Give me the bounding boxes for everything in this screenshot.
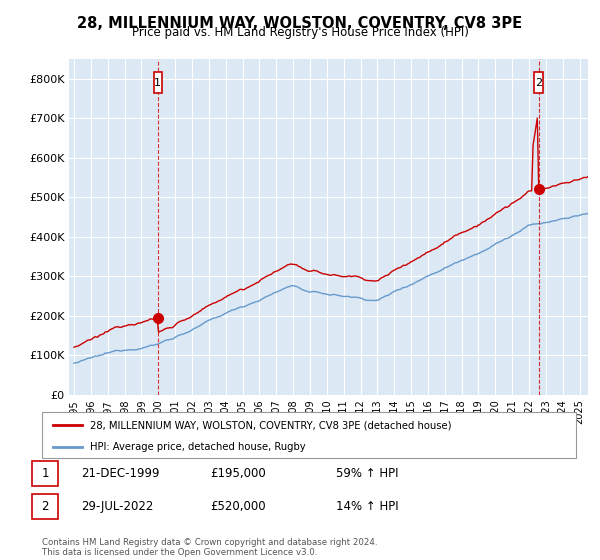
Text: 21-DEC-1999: 21-DEC-1999 <box>81 466 160 480</box>
Text: 28, MILLENNIUM WAY, WOLSTON, COVENTRY, CV8 3PE: 28, MILLENNIUM WAY, WOLSTON, COVENTRY, C… <box>77 16 523 31</box>
Text: 1: 1 <box>154 77 161 87</box>
FancyBboxPatch shape <box>154 72 162 94</box>
FancyBboxPatch shape <box>535 72 543 94</box>
Text: 14% ↑ HPI: 14% ↑ HPI <box>336 500 398 514</box>
Text: 28, MILLENNIUM WAY, WOLSTON, COVENTRY, CV8 3PE (detached house): 28, MILLENNIUM WAY, WOLSTON, COVENTRY, C… <box>90 420 452 430</box>
Text: 29-JUL-2022: 29-JUL-2022 <box>81 500 154 514</box>
Text: 2: 2 <box>41 500 49 514</box>
Text: HPI: Average price, detached house, Rugby: HPI: Average price, detached house, Rugb… <box>90 442 305 451</box>
Text: £195,000: £195,000 <box>210 466 266 480</box>
Text: Price paid vs. HM Land Registry's House Price Index (HPI): Price paid vs. HM Land Registry's House … <box>131 26 469 39</box>
Text: 59% ↑ HPI: 59% ↑ HPI <box>336 466 398 480</box>
Text: 2: 2 <box>535 77 542 87</box>
Text: £520,000: £520,000 <box>210 500 266 514</box>
Text: Contains HM Land Registry data © Crown copyright and database right 2024.
This d: Contains HM Land Registry data © Crown c… <box>42 538 377 557</box>
FancyBboxPatch shape <box>42 412 576 458</box>
Text: 1: 1 <box>41 466 49 480</box>
